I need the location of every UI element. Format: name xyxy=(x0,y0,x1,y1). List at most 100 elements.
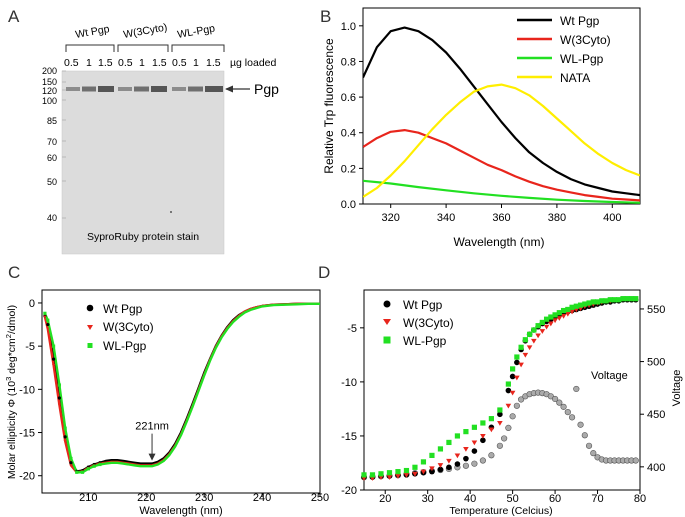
series-line-wl-pgp xyxy=(43,302,320,474)
x-tick-label: 60 xyxy=(549,493,561,505)
point-wl-pgp xyxy=(590,299,596,305)
pgp-band xyxy=(66,87,80,91)
annotation-221nm: 221nm xyxy=(135,421,169,433)
point-voltage xyxy=(479,457,486,464)
legend-w3cyto: W(3Cyto) xyxy=(560,33,611,47)
panel-d-legend: Wt Pgp W(3Cyto) WL-Pgp xyxy=(383,298,454,348)
point-wt-pgp xyxy=(514,359,520,366)
point-w-3cyto xyxy=(463,446,469,452)
point-wt-pgp xyxy=(509,373,516,380)
point-wl-pgp xyxy=(420,459,427,465)
point-voltage xyxy=(518,396,525,403)
point-w-3cyto xyxy=(514,375,520,381)
point-w-3cyto xyxy=(63,440,67,443)
point-w-3cyto xyxy=(543,324,550,330)
y-tick-label: 0.4 xyxy=(341,128,356,140)
bracket-wl-pgp xyxy=(171,44,225,52)
point-w-3cyto xyxy=(43,315,47,319)
y2-tick-label: 450 xyxy=(647,409,665,421)
panel-c-frame xyxy=(41,289,321,494)
point-wl-pgp xyxy=(522,337,528,343)
point-wl-pgp xyxy=(75,470,79,474)
x-tick-label: 70 xyxy=(591,493,603,505)
series-line-w-3cyto xyxy=(43,302,320,474)
y-tick-label: 0.2 xyxy=(341,163,356,175)
series-line-w-3cyto xyxy=(363,129,640,202)
mw-label: 150 xyxy=(42,77,57,87)
panel-c-content: 210 220 230 240 250 0 -5 -10 -15 -20 221nm xyxy=(19,298,329,504)
panel-d: D 20 30 40 50 60 70 80-5-10-15-20400450500550 … xyxy=(318,263,683,517)
point-wl-pgp xyxy=(531,327,537,333)
mw-label: 85 xyxy=(47,116,57,126)
pgp-bands xyxy=(66,86,223,92)
legend-wl-pgp: WL-Pgp xyxy=(403,334,447,348)
x-tick-label: 340 xyxy=(437,212,455,224)
point-voltage xyxy=(573,385,580,393)
y-tick-label: -15 xyxy=(341,431,357,443)
mw-label: 100 xyxy=(42,96,57,106)
point-voltage xyxy=(551,395,559,403)
point-wl-pgp xyxy=(510,366,516,372)
x-tick-label: 210 xyxy=(79,492,97,504)
panel-b-legend: Wt Pgp W(3Cyto) WL-Pgp NATA xyxy=(517,14,611,85)
point-wl-pgp xyxy=(463,429,469,435)
point-wl-pgp xyxy=(586,300,592,306)
point-w-3cyto xyxy=(531,338,537,344)
point-wl-pgp xyxy=(603,298,609,304)
point-wl-pgp xyxy=(80,470,85,474)
gel-brackets xyxy=(65,44,225,52)
point-wt-pgp xyxy=(63,435,67,439)
panel-c-legend: Wt Pgp W(3Cyto) WL-Pgp xyxy=(86,302,154,353)
point-wl-pgp xyxy=(98,462,102,467)
point-wl-pgp xyxy=(369,472,376,478)
point-wl-pgp xyxy=(577,302,584,308)
point-wl-pgp xyxy=(480,420,486,426)
pgp-arrow: Pgp xyxy=(225,81,279,97)
x-tick-label: 250 xyxy=(311,492,329,504)
gel-image xyxy=(62,71,224,254)
point-wt-pgp xyxy=(480,437,486,444)
point-wl-pgp xyxy=(518,344,524,350)
point-voltage xyxy=(560,403,567,410)
legend-wt-pgp: Wt Pgp xyxy=(103,302,143,316)
point-wl-pgp xyxy=(539,319,545,326)
bracket-wt-pgp xyxy=(65,44,115,52)
panel-d-content: 20 30 40 50 60 70 80 -5 -10 -15 -20 400 450 500 550 xyxy=(341,296,665,505)
series-line-wl-pgp xyxy=(363,179,640,204)
point-wl-pgp xyxy=(57,383,61,387)
point-wt-pgp xyxy=(51,357,56,361)
point-wl-pgp xyxy=(560,307,567,314)
legend-marker-wt xyxy=(383,300,391,308)
legend-wl-pgp: WL-Pgp xyxy=(560,52,604,66)
point-wl-pgp xyxy=(412,464,418,470)
legend-wt-pgp: Wt Pgp xyxy=(560,14,600,28)
point-wl-pgp xyxy=(607,297,613,303)
point-voltage xyxy=(462,462,470,469)
point-wl-pgp xyxy=(86,467,90,471)
legend-w3cyto: W(3Cyto) xyxy=(103,320,154,334)
x-tick-label: 380 xyxy=(548,212,566,224)
panel-c-letter: C xyxy=(8,263,20,282)
point-w-3cyto xyxy=(454,453,461,459)
x-tick-label: 220 xyxy=(137,492,155,504)
lane-label: 1.5 xyxy=(152,57,167,69)
point-wl-pgp xyxy=(43,311,47,315)
x-tick-label: 50 xyxy=(506,493,518,505)
pgp-band xyxy=(172,87,186,91)
ug-loaded-label: µg loaded xyxy=(230,57,276,69)
point-wl-pgp xyxy=(514,354,520,360)
point-w-3cyto xyxy=(446,458,452,464)
gel-border xyxy=(61,70,225,255)
pgp-band xyxy=(188,86,203,92)
y-tick-label: 0.8 xyxy=(341,56,356,68)
point-w-3cyto xyxy=(57,403,61,407)
point-w-3cyto xyxy=(539,329,546,334)
point-w-3cyto xyxy=(420,469,427,475)
legend-marker-w3cyto xyxy=(383,319,391,325)
point-w-3cyto xyxy=(395,473,401,479)
point-wl-pgp xyxy=(552,312,558,318)
point-wl-pgp xyxy=(594,299,601,305)
point-wt-pgp xyxy=(454,461,461,467)
series-line-nata xyxy=(363,83,640,198)
point-w-3cyto xyxy=(569,309,575,315)
